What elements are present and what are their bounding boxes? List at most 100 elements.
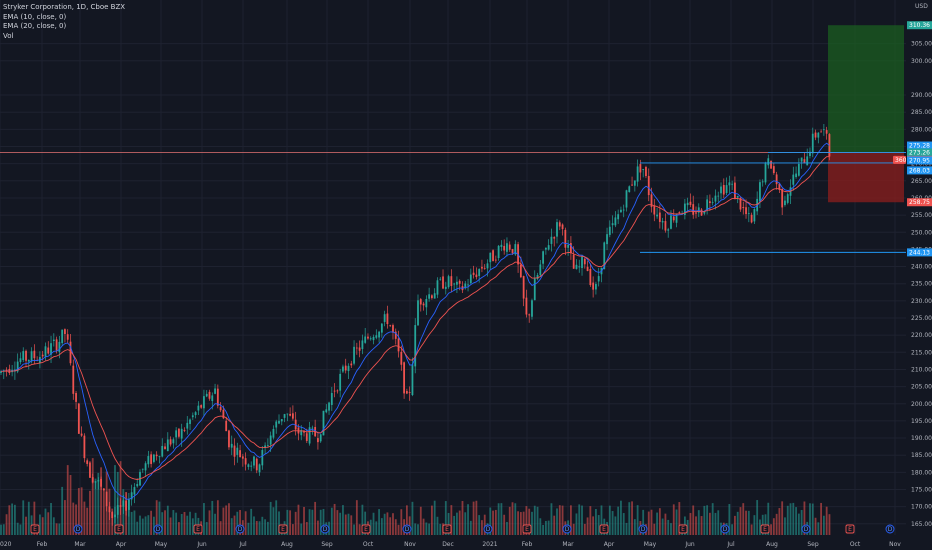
volume-bar: [33, 501, 36, 535]
earnings-marker[interactable]: E: [114, 524, 124, 534]
candle-body: [483, 267, 486, 269]
volume-bar: [597, 515, 600, 535]
price-tick-label: 265.00: [911, 178, 932, 185]
candle-body: [625, 190, 628, 208]
earnings-marker[interactable]: E: [278, 524, 288, 534]
volume-bar: [756, 500, 759, 535]
dividend-marker[interactable]: D: [638, 524, 648, 534]
earnings-marker-box: [845, 524, 855, 534]
volume-bar: [147, 515, 150, 535]
candle-body: [522, 276, 525, 299]
candle-body: [175, 430, 178, 438]
volume-bar: [692, 505, 695, 535]
ema10-legend[interactable]: EMA (10, close, 0): [3, 12, 67, 21]
volume-bar: [161, 512, 164, 535]
candle-body: [286, 413, 289, 415]
candle-body: [164, 446, 166, 450]
candle-body: [497, 245, 500, 259]
volume-bar: [342, 505, 344, 535]
candle-body: [745, 207, 747, 215]
candle-body: [647, 175, 650, 196]
volume-bar: [72, 502, 75, 535]
earnings-marker[interactable]: E: [845, 524, 855, 534]
dividend-marker[interactable]: D: [562, 524, 572, 534]
volume-bar: [561, 505, 564, 535]
volume-bar: [55, 523, 58, 535]
candle-body: [58, 341, 61, 352]
earnings-marker[interactable]: E: [599, 524, 609, 534]
earnings-marker[interactable]: E: [193, 524, 203, 534]
price-tick-label: 235.00: [911, 281, 932, 288]
marker-label: E: [364, 526, 368, 533]
time-tick-label: Mar: [74, 541, 86, 548]
candle-body: [333, 390, 336, 392]
volume-bar: [114, 465, 116, 535]
earnings-marker-box: [760, 524, 770, 534]
symbol-title[interactable]: Stryker Corporation, 1D, Cboe BZX: [3, 3, 126, 11]
price-tag: 275.28: [907, 141, 932, 150]
marker-label: E: [33, 526, 37, 533]
candle-body: [734, 182, 736, 200]
dividend-marker-circle: [153, 524, 163, 534]
volume-bar: [155, 500, 158, 535]
volume-bar: [550, 503, 553, 535]
volume-bar: [278, 511, 280, 535]
dividend-marker[interactable]: D: [235, 524, 245, 534]
volume-legend[interactable]: Vol: [3, 31, 14, 40]
dividend-marker[interactable]: D: [801, 524, 811, 534]
earnings-marker[interactable]: E: [678, 524, 688, 534]
time-tick-label: Feb: [522, 541, 533, 548]
volume-bar: [336, 510, 339, 535]
candle-body: [239, 450, 241, 458]
candle-body: [308, 427, 311, 444]
candle-body: [631, 184, 633, 186]
ema20-legend[interactable]: EMA (20, close, 0): [3, 22, 67, 30]
volume-bar: [778, 508, 781, 535]
dividend-marker[interactable]: D: [153, 524, 163, 534]
chart-grid: [0, 0, 906, 535]
dividend-marker[interactable]: D: [720, 524, 730, 534]
earnings-marker[interactable]: E: [442, 524, 452, 534]
earnings-marker[interactable]: E: [30, 524, 40, 534]
candle-body: [642, 169, 645, 171]
volume-bar: [822, 515, 825, 535]
candle-body: [294, 419, 297, 430]
candle-body: [472, 272, 475, 275]
earnings-marker[interactable]: E: [522, 524, 532, 534]
candle-body: [319, 434, 322, 442]
volume-bar: [770, 524, 772, 535]
candle-body: [342, 366, 344, 372]
candle-body: [405, 390, 408, 394]
volume-bar: [745, 510, 747, 535]
time-tick-label: Oct: [850, 541, 861, 548]
earnings-marker[interactable]: E: [361, 524, 371, 534]
volume-bar: [289, 510, 292, 535]
candle-body: [525, 297, 528, 315]
dividend-marker-circle: [320, 524, 330, 534]
price-tag: 310.36: [907, 21, 932, 30]
volume-bar: [528, 508, 531, 535]
dividend-marker[interactable]: D: [73, 524, 83, 534]
candle-body: [603, 242, 606, 270]
earnings-marker[interactable]: E: [760, 524, 770, 534]
price-tick-label: 225.00: [911, 315, 932, 322]
dividend-marker[interactable]: D: [320, 524, 330, 534]
dividend-marker[interactable]: D: [483, 524, 493, 534]
dividend-marker[interactable]: D: [885, 524, 895, 534]
volume-bar: [216, 500, 219, 535]
volume-bar: [41, 517, 44, 535]
volume-bar: [461, 501, 464, 535]
candle-body: [208, 391, 211, 399]
candle-body: [358, 347, 361, 351]
candle-body: [89, 462, 91, 478]
earnings-marker-box: [278, 524, 288, 534]
volume-bar: [481, 520, 483, 535]
candle-body: [219, 407, 222, 411]
volume-bar: [355, 500, 358, 535]
price-tag-label: 258.75: [909, 199, 930, 206]
volume-bar: [127, 499, 130, 535]
dividend-marker[interactable]: D: [402, 524, 412, 534]
candle-body: [364, 336, 367, 343]
price-axis: 305.00300.00290.00285.00280.00275.00270.…: [893, 0, 932, 550]
